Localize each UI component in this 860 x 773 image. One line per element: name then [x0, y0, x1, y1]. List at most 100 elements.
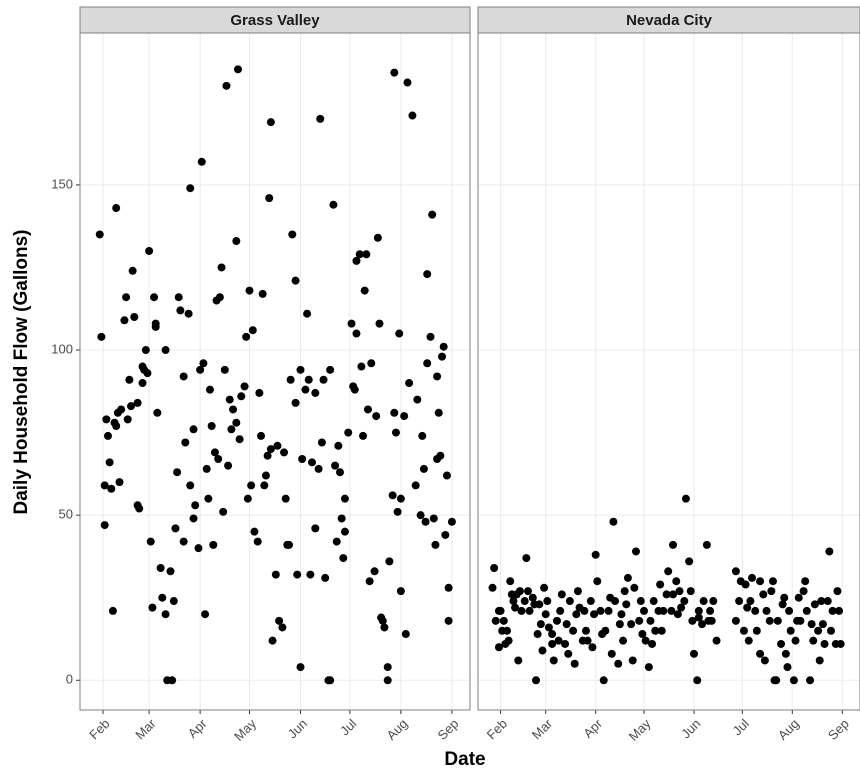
point	[515, 587, 524, 596]
point	[818, 620, 827, 629]
point	[293, 570, 302, 579]
point	[609, 517, 618, 526]
point	[153, 408, 162, 417]
point	[540, 583, 549, 592]
point	[390, 408, 399, 417]
point	[702, 540, 711, 549]
x-tick-label: Sep	[434, 716, 461, 743]
point	[344, 428, 353, 437]
point	[304, 375, 313, 384]
point	[268, 636, 277, 645]
point	[332, 537, 341, 546]
point	[801, 577, 810, 586]
point	[447, 517, 456, 526]
point	[171, 524, 180, 533]
point	[428, 210, 437, 219]
point	[669, 540, 678, 549]
point	[693, 676, 702, 685]
x-tick-label: Apr	[580, 715, 605, 740]
point	[115, 478, 124, 487]
point	[100, 521, 109, 530]
point	[739, 626, 748, 635]
point	[525, 606, 534, 615]
point	[232, 237, 241, 246]
point	[303, 309, 312, 318]
point	[385, 557, 394, 566]
point	[836, 639, 845, 648]
point	[209, 540, 218, 549]
point	[677, 603, 686, 612]
x-tick-label: Mar	[132, 715, 159, 742]
point	[245, 286, 254, 295]
point	[806, 676, 815, 685]
point	[207, 421, 216, 430]
point	[810, 600, 819, 609]
point	[372, 412, 381, 421]
point	[760, 656, 769, 665]
point	[396, 494, 405, 503]
point	[794, 593, 803, 602]
point	[329, 200, 338, 209]
point	[275, 616, 284, 625]
point	[785, 606, 794, 615]
point	[179, 537, 188, 546]
point	[247, 481, 256, 490]
point	[357, 362, 366, 371]
point	[373, 233, 382, 242]
point	[317, 438, 326, 447]
point	[611, 597, 620, 606]
point	[583, 636, 592, 645]
point	[544, 623, 553, 632]
point	[789, 676, 798, 685]
point	[370, 567, 379, 576]
point	[664, 567, 673, 576]
point	[235, 435, 244, 444]
point	[194, 544, 203, 553]
point	[419, 464, 428, 473]
point	[444, 583, 453, 592]
point	[100, 481, 109, 490]
point	[176, 306, 185, 315]
point	[161, 610, 170, 619]
point	[522, 554, 531, 563]
x-tick-label: Feb	[86, 716, 112, 742]
point	[685, 557, 694, 566]
point	[491, 616, 500, 625]
point	[438, 352, 447, 361]
point	[127, 402, 136, 411]
point	[756, 577, 765, 586]
point	[224, 461, 233, 470]
point	[418, 431, 427, 440]
point	[672, 577, 681, 586]
point	[436, 451, 445, 460]
facet-strip	[79, 6, 471, 34]
point	[148, 603, 157, 612]
point	[572, 610, 581, 619]
point	[490, 563, 499, 572]
point	[168, 676, 177, 685]
point	[826, 626, 835, 635]
point	[138, 379, 147, 388]
point	[580, 606, 589, 615]
x-tick-label: Aug	[775, 716, 802, 743]
point	[215, 293, 224, 302]
point	[809, 636, 818, 645]
point	[326, 676, 335, 685]
point	[759, 590, 768, 599]
point	[97, 332, 106, 341]
point	[263, 451, 272, 460]
y-tick-label: 50	[59, 507, 73, 522]
point	[752, 626, 761, 635]
point	[260, 481, 269, 490]
point	[243, 494, 252, 503]
point	[352, 329, 361, 338]
point	[135, 504, 144, 513]
point	[151, 322, 160, 331]
point	[288, 230, 297, 239]
point	[743, 603, 752, 612]
point	[375, 319, 384, 328]
point	[673, 610, 682, 619]
point	[169, 597, 178, 606]
point	[773, 616, 782, 625]
point	[405, 379, 414, 388]
